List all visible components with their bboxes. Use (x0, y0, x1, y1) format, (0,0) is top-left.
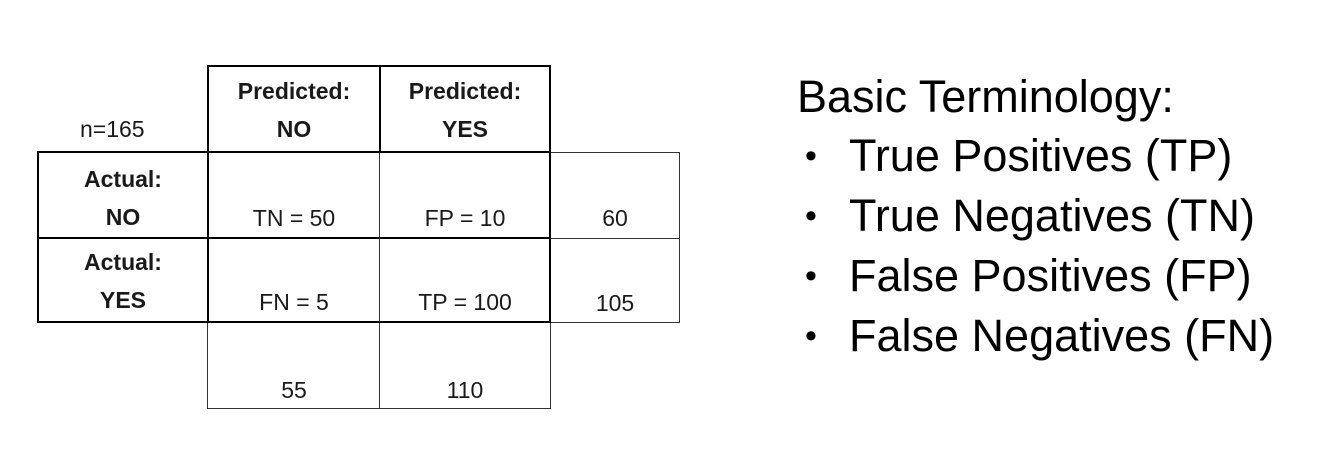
grid-line (207, 408, 551, 409)
row-header-actual-yes-line1: Actual: (84, 249, 162, 275)
cell-false-negatives: FN = 5 (259, 289, 329, 315)
terminology-item-label: False Positives (FP) (849, 250, 1252, 301)
grid-line (37, 321, 551, 323)
header-predicted-yes-line2: YES (441, 116, 489, 142)
row-header-actual-no-line2: NO (105, 204, 141, 230)
grid-line (551, 152, 679, 153)
terminology-item: • False Negatives (FN) (797, 306, 1274, 366)
col-total-predicted-yes: 110 (446, 377, 484, 403)
bullet-icon: • (805, 137, 817, 175)
cell-false-positives: FP = 10 (424, 205, 506, 231)
row-total-actual-no: 60 (602, 205, 628, 231)
terminology-list: Basic Terminology: • True Positives (TP)… (797, 68, 1274, 366)
bullet-icon: • (805, 197, 817, 235)
terminology-item-label: True Negatives (TN) (849, 190, 1255, 241)
col-total-predicted-no: 55 (281, 377, 307, 403)
row-header-actual-no-line1: Actual: (84, 166, 162, 192)
grid-line (551, 322, 679, 323)
row-total-actual-yes: 105 (595, 290, 635, 316)
header-predicted-no-line2: NO (276, 116, 312, 142)
terminology-item: • True Negatives (TN) (797, 186, 1274, 246)
terminology-item-label: False Negatives (FN) (849, 310, 1275, 361)
terminology-item: • True Positives (TP) (797, 126, 1274, 186)
grid-line (37, 151, 39, 323)
header-predicted-no: Predicted: NO (208, 72, 380, 152)
grid-line (550, 323, 551, 409)
grid-line (379, 153, 380, 322)
terminology-items: • True Positives (TP) • True Negatives (… (797, 126, 1274, 366)
cell-true-positives: TP = 100 (418, 289, 512, 315)
header-predicted-no-line1: Predicted: (237, 78, 351, 104)
grid-line (379, 65, 381, 153)
row-header-actual-yes-line2: YES (99, 287, 147, 313)
grid-line (379, 323, 380, 409)
sample-size-label: n=165 (80, 116, 145, 142)
row-header-actual-no: Actual: NO (38, 160, 208, 238)
terminology-title: Basic Terminology: (797, 71, 1174, 122)
header-predicted-yes: Predicted: YES (380, 72, 550, 152)
grid-line (551, 238, 679, 239)
grid-line (549, 65, 551, 323)
row-header-actual-yes: Actual: YES (38, 243, 208, 323)
header-predicted-yes-line1: Predicted: (408, 78, 522, 104)
terminology-item: • False Positives (FP) (797, 246, 1274, 306)
cell-true-negatives: TN = 50 (252, 205, 336, 231)
grid-line (679, 152, 680, 323)
grid-line (207, 65, 209, 323)
grid-line (37, 237, 551, 239)
bullet-icon: • (805, 317, 817, 355)
grid-line (207, 323, 208, 409)
terminology-item-label: True Positives (TP) (849, 130, 1233, 181)
bullet-icon: • (805, 257, 817, 295)
grid-line (37, 151, 551, 153)
